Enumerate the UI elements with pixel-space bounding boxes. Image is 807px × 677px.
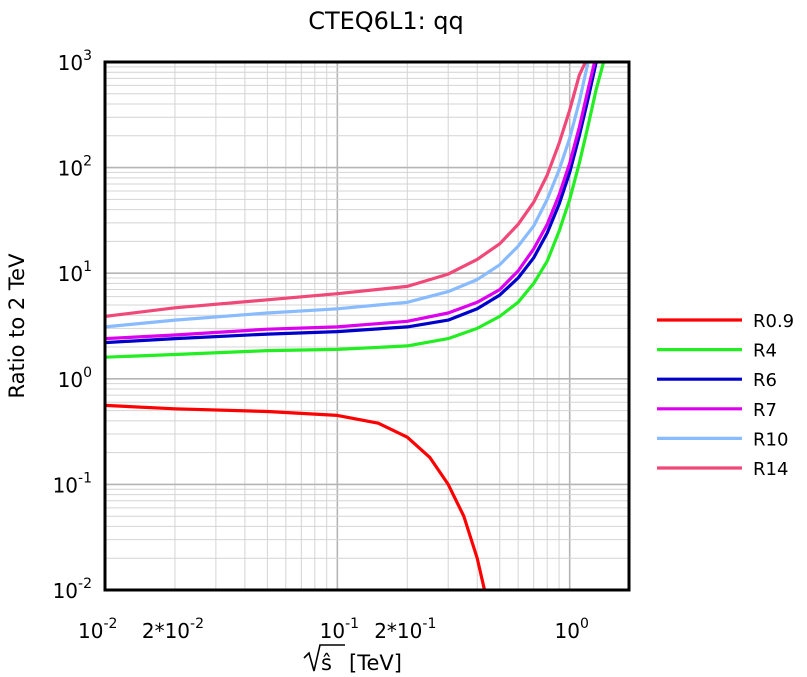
series-line-r14 bbox=[105, 62, 588, 318]
y-tick-label: 10-1 bbox=[53, 470, 92, 497]
legend-label: R6 bbox=[753, 370, 777, 391]
legend-label: R4 bbox=[753, 341, 777, 362]
x-tick-label: 100 bbox=[555, 616, 589, 643]
chart-title: CTEQ6L1: qq bbox=[308, 7, 464, 35]
x-axis-label-s: ŝ bbox=[321, 651, 332, 675]
series-line-r7 bbox=[105, 62, 597, 341]
y-tick-label: 101 bbox=[58, 259, 92, 286]
x-tick-labels: 10-2 2*10-2 10-1 2*10-1 100 bbox=[78, 616, 589, 643]
y-tick-label: 102 bbox=[58, 154, 92, 181]
x-tick-label: 10-2 bbox=[78, 616, 117, 643]
legend-label: R10 bbox=[753, 429, 788, 450]
y-tick-label: 10-2 bbox=[53, 576, 92, 603]
legend-label: R0.9 bbox=[753, 311, 794, 332]
x-axis-label-unit: [TeV] bbox=[349, 651, 402, 675]
series-line-r4 bbox=[105, 62, 606, 359]
x-tick-label: 2*10-2 bbox=[142, 616, 204, 643]
x-tick-label: 2*10-1 bbox=[374, 616, 436, 643]
series-lines bbox=[105, 62, 606, 590]
x-tick-label: 10-1 bbox=[320, 616, 359, 643]
y-tick-labels: 103 102 101 100 10-1 10-2 bbox=[53, 48, 92, 603]
sqrt-sign bbox=[303, 644, 345, 672]
legend-label: R7 bbox=[753, 400, 777, 421]
x-axis-label: ŝ [TeV] bbox=[303, 644, 402, 675]
series-line-r6 bbox=[105, 62, 598, 345]
y-tick-label: 103 bbox=[58, 48, 92, 75]
y-axis-label: Ratio to 2 TeV bbox=[5, 253, 29, 399]
legend: R0.9 R4 R6 R7 R10 R14 bbox=[657, 311, 794, 480]
legend-label: R14 bbox=[753, 459, 788, 480]
series-line-r10 bbox=[105, 62, 590, 329]
plot-frame bbox=[103, 60, 631, 592]
series-line-r0-9 bbox=[105, 403, 487, 590]
y-tick-label: 100 bbox=[58, 365, 92, 392]
